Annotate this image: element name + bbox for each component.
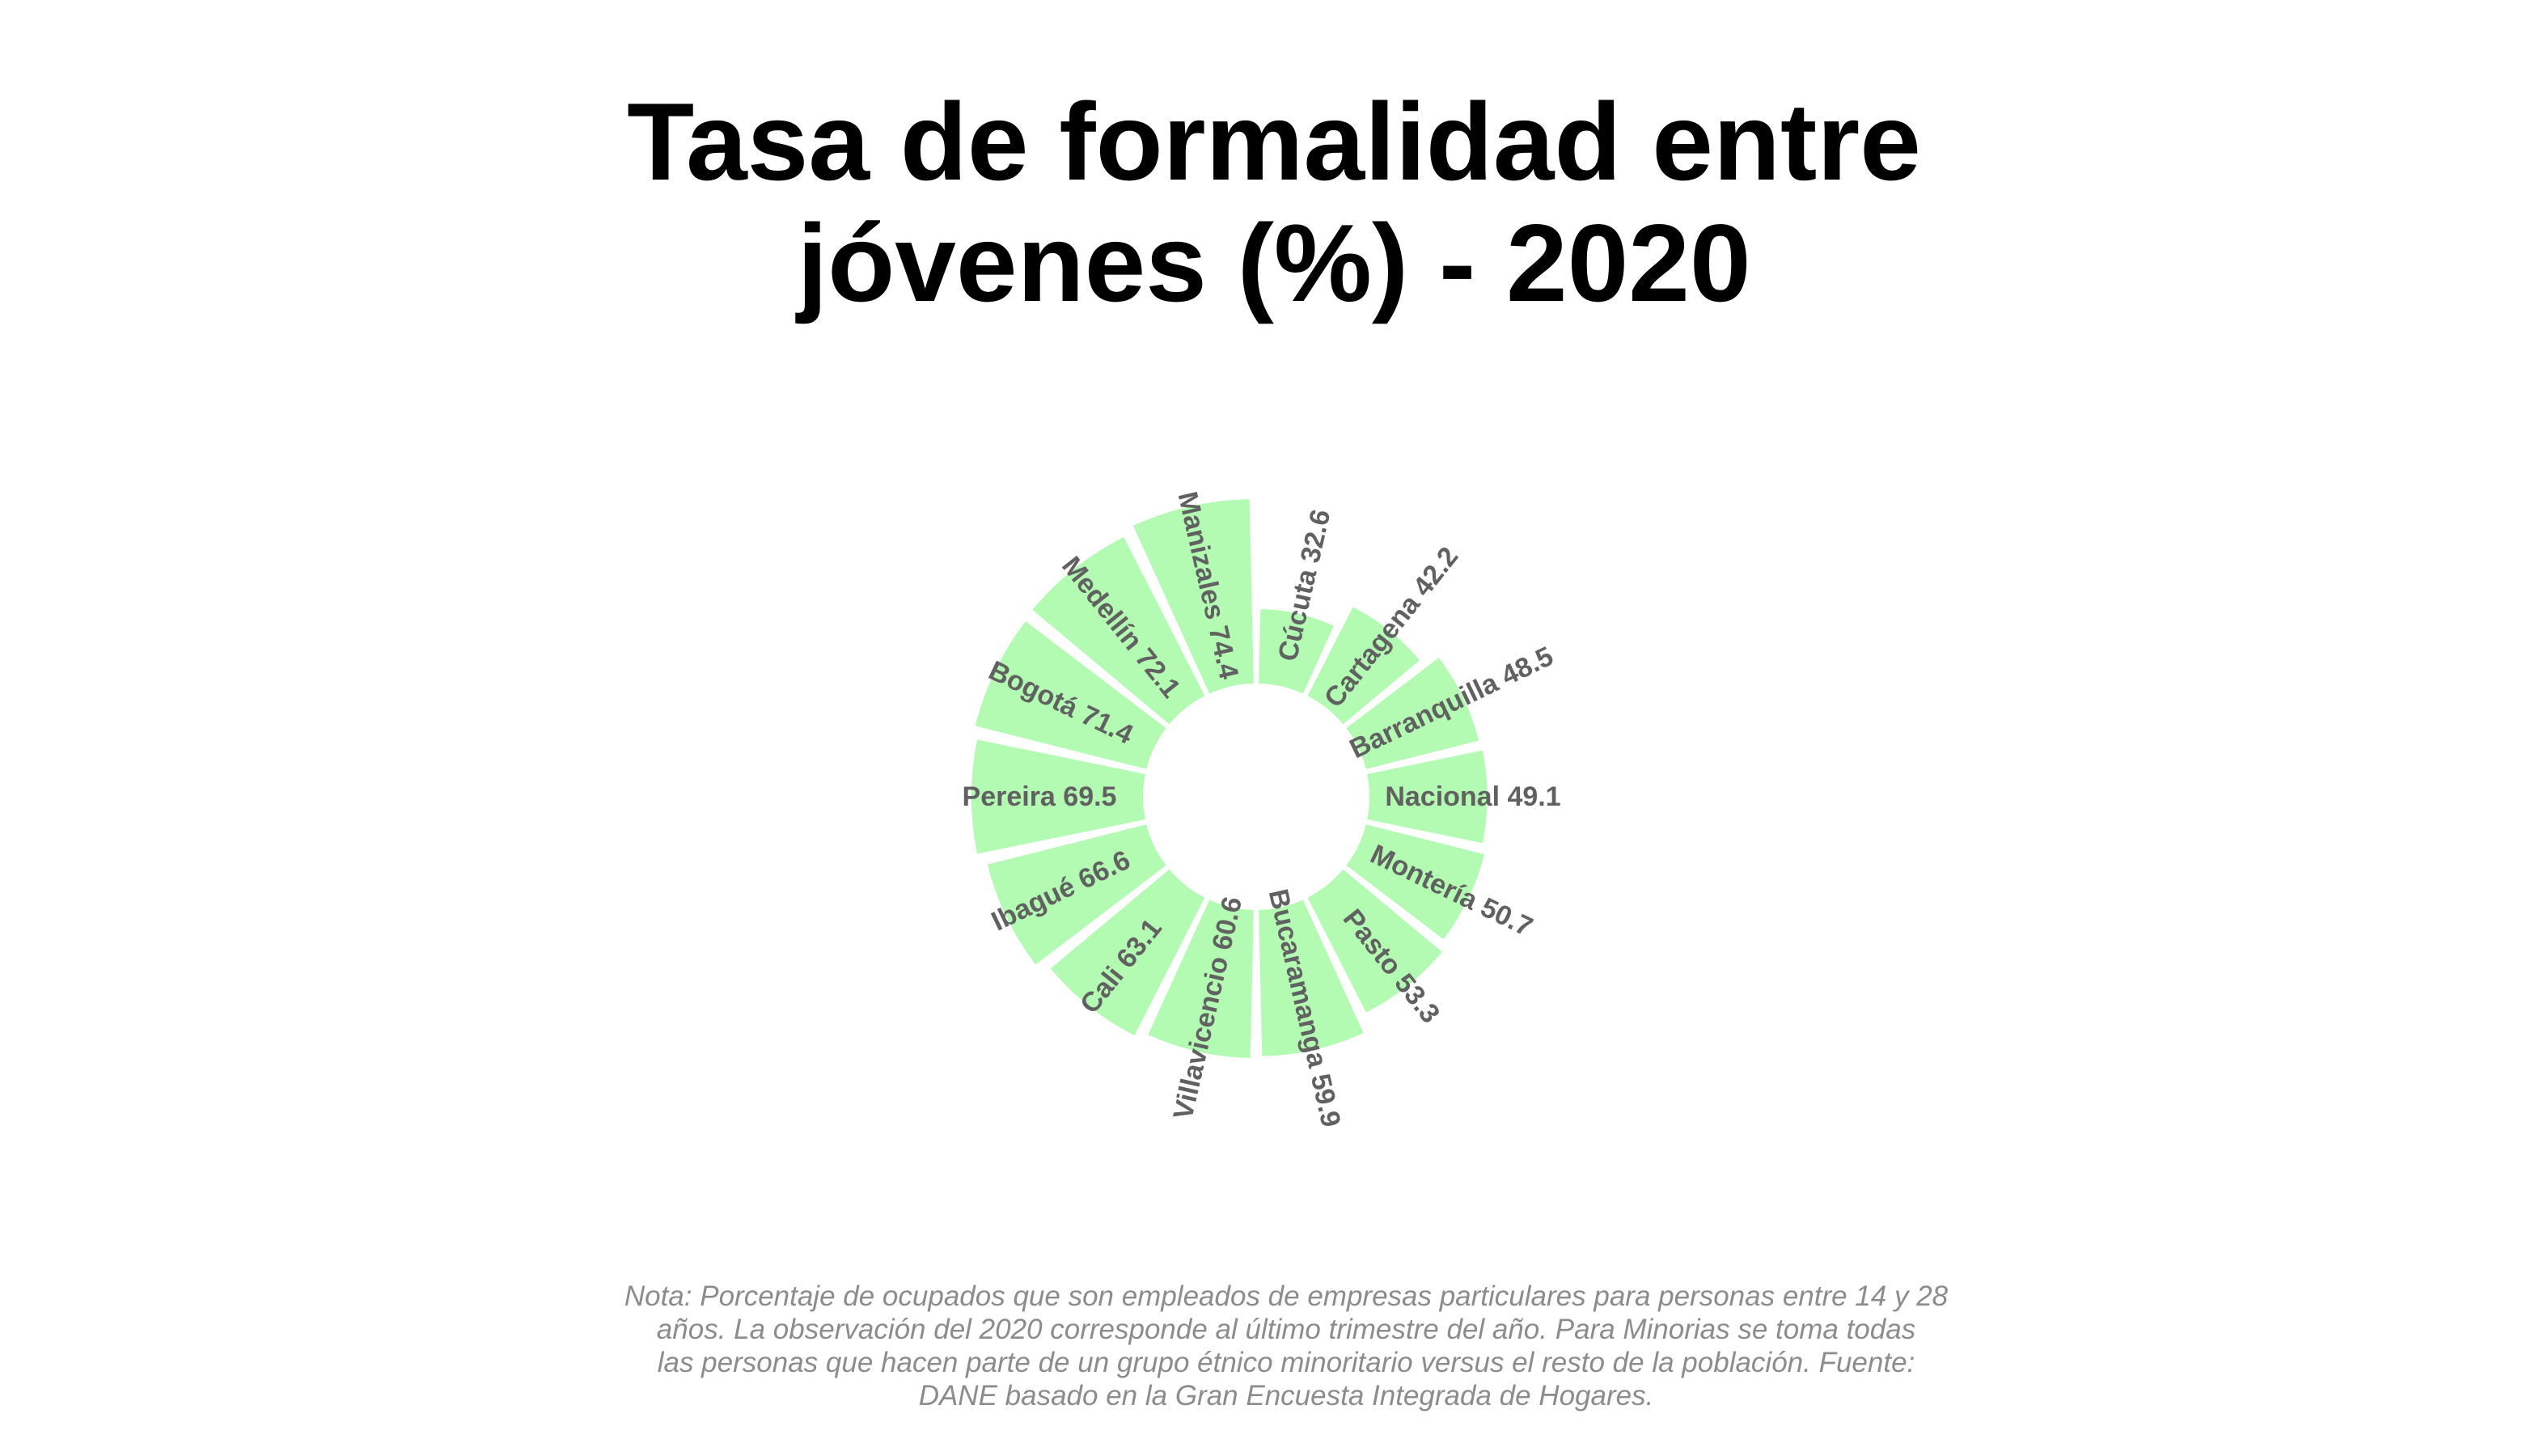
bar-pereira — [971, 739, 1145, 854]
bar-label-nacional: Nacional 49.1 — [1385, 781, 1560, 812]
bars-group — [971, 499, 1488, 1059]
note-line-4: DANE basado en la Gran Encuesta Integrad… — [918, 1380, 1654, 1412]
bar-nacional — [1367, 750, 1488, 844]
bar-bogota — [975, 621, 1166, 769]
bar-cali — [1050, 869, 1205, 1036]
note-line-3: las personas que hacen parte de un grupo… — [657, 1347, 1915, 1378]
bar-manizales — [1132, 499, 1254, 694]
bar-monteria — [1346, 824, 1485, 940]
bar-label-pereira: Pereira 69.5 — [963, 781, 1117, 812]
note-line-1: Nota: Porcentaje de ocupados que son emp… — [624, 1280, 1949, 1312]
bar-barranquilla — [1346, 658, 1479, 769]
chart-title-line-2: jóvenes (%) - 2020 — [797, 201, 1751, 324]
bar-cartagena — [1307, 607, 1420, 725]
bar-villavicencio — [1148, 899, 1254, 1059]
bar-cucuta — [1259, 609, 1334, 694]
chart-note: Nota: Porcentaje de ocupados que son emp… — [534, 1280, 2038, 1412]
bar-pasto — [1307, 869, 1442, 1013]
bar-bucaramanga — [1259, 899, 1364, 1056]
chart-title-line-1: Tasa de formalidad entre — [627, 80, 1921, 203]
bar-ibague — [987, 824, 1166, 965]
chart-title: Tasa de formalidad entre jóvenes (%) - 2… — [0, 81, 2548, 324]
bar-medellin — [1032, 536, 1205, 725]
note-line-2: años. La observación del 2020 correspond… — [656, 1314, 1916, 1345]
